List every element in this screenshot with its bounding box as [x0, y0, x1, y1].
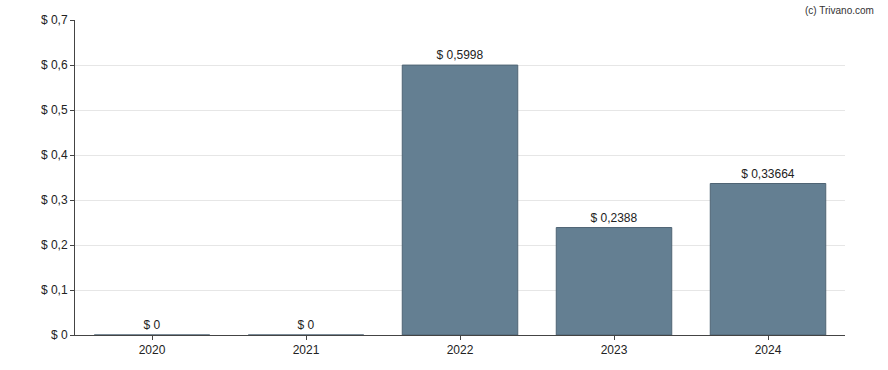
svg-text:$ 0: $ 0 [297, 318, 314, 332]
svg-text:$ 0,5998: $ 0,5998 [436, 48, 483, 62]
svg-text:$ 0,33664: $ 0,33664 [741, 167, 795, 181]
svg-text:$ 0,3: $ 0,3 [41, 193, 68, 207]
svg-text:$ 0,2: $ 0,2 [41, 238, 68, 252]
svg-text:$ 0,1: $ 0,1 [41, 283, 68, 297]
svg-text:(c) Trivano.com: (c) Trivano.com [805, 5, 874, 16]
svg-text:$ 0: $ 0 [143, 318, 160, 332]
svg-text:$ 0,2388: $ 0,2388 [590, 211, 637, 225]
svg-text:2023: 2023 [601, 343, 628, 357]
svg-text:2021: 2021 [293, 343, 320, 357]
svg-text:2024: 2024 [755, 343, 782, 357]
svg-text:$ 0,4: $ 0,4 [41, 148, 68, 162]
svg-text:$ 0: $ 0 [51, 328, 68, 342]
svg-text:$ 0,5: $ 0,5 [41, 103, 68, 117]
svg-text:$ 0,6: $ 0,6 [41, 58, 68, 72]
svg-text:2020: 2020 [139, 343, 166, 357]
svg-text:$ 0,7: $ 0,7 [41, 13, 68, 27]
svg-text:2022: 2022 [447, 343, 474, 357]
